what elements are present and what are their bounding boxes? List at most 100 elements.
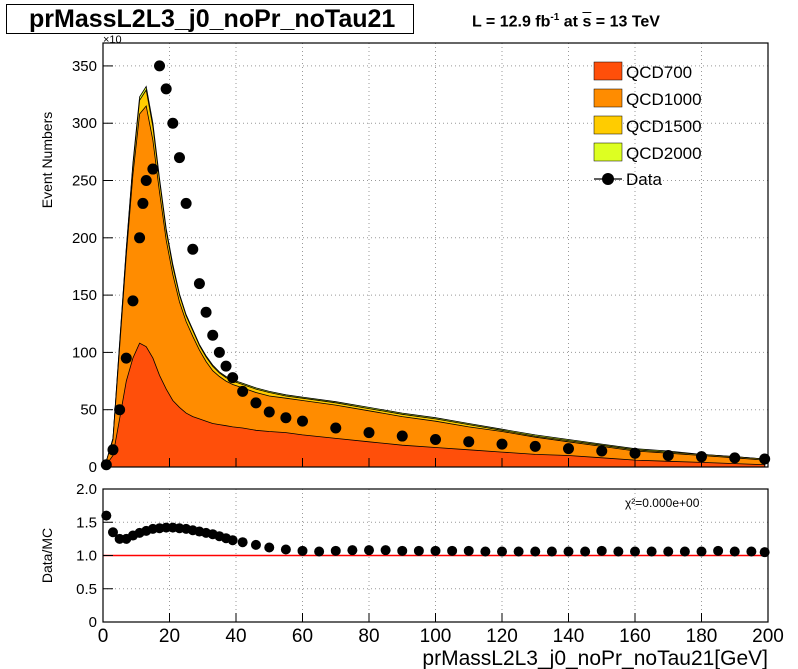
ratio-panel: 0 0.5 1.0 1.5 2.0 0 20 40 60 80 100 120 140 160 180 200… [39, 481, 784, 669]
data-point [180, 197, 192, 209]
data-point [114, 404, 126, 416]
data-point [134, 232, 146, 244]
legend-swatch-qcd1000 [593, 88, 623, 108]
data-point [154, 60, 166, 72]
ratio-point [397, 545, 408, 556]
ratio-point [314, 546, 325, 557]
ratio-point [497, 546, 507, 557]
data-point [193, 278, 205, 290]
data-point [120, 352, 132, 364]
ratio-point [107, 527, 118, 538]
ratio-point [679, 546, 690, 557]
data-point [430, 433, 441, 445]
ratio-y-tick-label: 0 [89, 614, 97, 631]
y-tick-label: 300 [72, 115, 97, 132]
legend-label-data: Data [626, 170, 662, 189]
data-point [187, 243, 199, 255]
ratio-point [227, 535, 238, 546]
y-tick-label: 250 [72, 173, 97, 190]
data-point [147, 163, 159, 175]
ratio-point [264, 542, 275, 553]
ratio-point [713, 545, 724, 556]
ratio-y-tick-label: 2.0 [76, 481, 97, 498]
data-point [160, 83, 172, 95]
data-point [237, 385, 249, 397]
y-tick-label: 0 [89, 459, 97, 476]
legend-swatch-qcd1500 [593, 115, 623, 135]
data-point [396, 430, 408, 442]
ratio-point [563, 546, 574, 557]
ratio-point [250, 539, 261, 550]
lumi-suffix: = 13 TeV [591, 13, 660, 31]
ratio-y-tick-label: 0.5 [76, 581, 97, 598]
x-tick-label: 80 [358, 626, 379, 647]
y-tick-label: 100 [72, 344, 97, 361]
x-tick-label: 100 [420, 626, 452, 647]
legend-swatch-qcd700 [593, 61, 623, 81]
x-tick-label: 200 [752, 626, 784, 647]
ratio-point [297, 545, 308, 556]
data-point [596, 445, 608, 457]
data-point [173, 152, 185, 164]
data-point [213, 346, 225, 358]
x-tick-label: 60 [292, 626, 313, 647]
ratio-point [430, 545, 441, 556]
data-point [167, 117, 179, 129]
ratio-point [413, 545, 424, 556]
ratio-point [280, 544, 291, 555]
data-point [662, 450, 674, 462]
plot-title: prMassL2L3_j0_noPr_noTau21 [6, 4, 414, 34]
data-point [563, 443, 574, 455]
ratio-y-tick-label: 1.5 [76, 514, 97, 531]
data-point [127, 295, 139, 307]
legend-label-qcd2000: QCD2000 [626, 144, 702, 163]
top-panel: 0 50 100 150 200 250 300 350 Event Numbers ×10 QCD… [39, 34, 771, 476]
data-point [137, 197, 149, 209]
data-point [629, 447, 641, 459]
x-axis-label: prMassL2L3_j0_noPr_noTau21[GeV] [422, 647, 768, 669]
legend-label-qcd1500: QCD1500 [626, 117, 702, 136]
data-point [227, 372, 239, 384]
chi2-annotation: χ²=0.000e+00 [625, 496, 700, 510]
x-tick-label: 0 [98, 626, 109, 647]
data-point [363, 427, 375, 439]
ratio-point [330, 545, 341, 556]
ratio-point [729, 546, 740, 557]
lumi-mid: at [559, 13, 583, 31]
ratio-point [364, 545, 374, 556]
ratio-point [746, 546, 757, 557]
ratio-point [596, 545, 607, 556]
ratio-point [447, 545, 458, 556]
data-point [207, 329, 219, 341]
ratio-y-axis-label: Data/MC [39, 528, 55, 583]
ratio-point [630, 546, 640, 557]
ratio-y-tick-label: 1.0 [76, 548, 97, 565]
legend-data-marker [602, 173, 614, 185]
y-tick-label: 150 [72, 287, 97, 304]
data-point [696, 451, 707, 463]
data-point [200, 306, 212, 318]
data-point [107, 444, 119, 456]
data-point [140, 175, 152, 187]
data-point [263, 406, 275, 418]
y-tick-label: 50 [80, 402, 97, 419]
legend-label-qcd1000: QCD1000 [626, 90, 702, 109]
x-tick-label: 40 [225, 626, 246, 647]
ratio-point [530, 546, 541, 557]
legend-swatch-qcd2000 [593, 142, 623, 162]
lumi-sqrt-s: s [582, 13, 592, 31]
ratio-point [696, 546, 707, 557]
data-point [463, 436, 475, 448]
ratio-point [347, 545, 358, 556]
data-point [330, 422, 342, 434]
legend-label-qcd700: QCD700 [626, 63, 692, 82]
lumi-exponent: -1 [550, 12, 560, 23]
data-point [729, 452, 741, 464]
ratio-point [663, 546, 674, 557]
ratio-point [480, 546, 491, 557]
ratio-point [546, 546, 557, 557]
ratio-point [237, 537, 248, 548]
data-point [297, 415, 308, 427]
lumi-prefix: L = 12.9 fb [472, 13, 551, 31]
